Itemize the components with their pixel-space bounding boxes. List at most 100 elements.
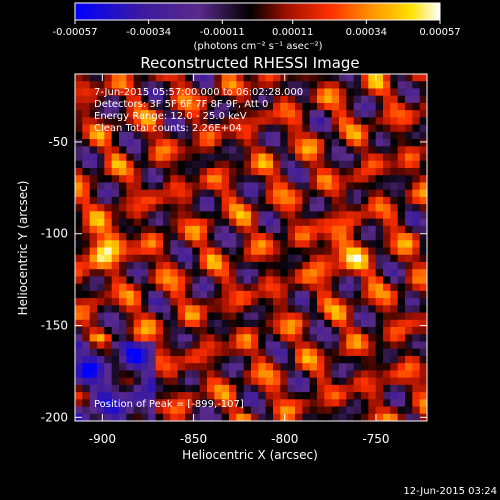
heatmap-cell	[368, 363, 377, 371]
heatmap-cell	[207, 88, 215, 97]
heatmap-cell	[309, 182, 318, 191]
heatmap-cell	[133, 334, 142, 342]
heatmap-cell	[221, 363, 230, 371]
heatmap-cell	[192, 413, 201, 422]
heatmap-cell	[361, 261, 369, 270]
heatmap-cell	[170, 319, 179, 328]
heatmap-cell	[324, 160, 333, 169]
heatmap-cell	[82, 261, 91, 270]
heatmap-cell	[390, 218, 399, 227]
heatmap-cell	[280, 399, 289, 407]
heatmap-cell	[141, 153, 149, 162]
heatmap-cell	[126, 276, 135, 285]
heatmap-cell	[185, 175, 193, 183]
heatmap-cell	[236, 225, 245, 234]
heatmap-cell	[280, 225, 289, 234]
heatmap-cell	[368, 392, 377, 400]
heatmap-cell	[82, 254, 91, 263]
heatmap-cell	[229, 254, 237, 263]
heatmap-cell	[419, 175, 428, 183]
heatmap-cell	[353, 240, 362, 248]
heatmap-cell	[163, 305, 171, 313]
heatmap-cell	[251, 204, 259, 212]
heatmap-cell	[207, 218, 215, 227]
heatmap-cell	[199, 384, 208, 393]
heatmap-cell	[273, 384, 281, 393]
heatmap-cell	[207, 261, 215, 270]
heatmap-cell	[324, 124, 333, 133]
heatmap-cell	[375, 247, 384, 256]
heatmap-cell	[273, 355, 281, 364]
heatmap-cell	[111, 124, 120, 133]
heatmap-cell	[397, 312, 406, 321]
heatmap-cell	[324, 355, 333, 364]
heatmap-cell	[419, 204, 428, 212]
heatmap-cell	[412, 124, 421, 133]
heatmap-cell	[280, 370, 289, 379]
heatmap-cell	[148, 327, 157, 335]
heatmap-cell	[339, 254, 347, 263]
heatmap-cell	[177, 204, 186, 212]
heatmap-cell	[419, 348, 428, 357]
heatmap-cell	[302, 225, 311, 234]
heatmap-cell	[265, 88, 274, 97]
heatmap-cell	[383, 204, 391, 212]
heatmap-cell	[170, 88, 179, 97]
heatmap-cell	[331, 247, 340, 256]
heatmap-cell	[375, 413, 384, 422]
heatmap-cell	[353, 153, 362, 162]
heatmap-cell	[214, 406, 223, 415]
heatmap-cell	[133, 124, 142, 133]
heatmap-cell	[185, 95, 193, 104]
heatmap-cell	[353, 384, 362, 393]
heatmap-cell	[353, 175, 362, 183]
heatmap-cell	[126, 247, 135, 256]
heatmap-cell	[383, 131, 391, 140]
heatmap-cell	[383, 341, 391, 350]
heatmap-cell	[89, 377, 98, 386]
heatmap-cell	[199, 175, 208, 183]
heatmap-cell	[75, 334, 83, 342]
heatmap-cell	[97, 110, 105, 118]
heatmap-cell	[133, 153, 142, 162]
y-tick-label: -150	[41, 319, 68, 333]
heatmap-cell	[390, 74, 399, 82]
heatmap-cell	[265, 327, 274, 335]
heatmap-cell	[339, 95, 347, 104]
heatmap-cell	[75, 319, 83, 328]
heatmap-cell	[75, 218, 83, 227]
heatmap-cell	[265, 399, 274, 407]
heatmap-cell	[163, 355, 171, 364]
heatmap-cell	[75, 247, 83, 256]
heatmap-cell	[324, 81, 333, 89]
heatmap-cell	[177, 283, 186, 292]
heatmap-cell	[111, 139, 120, 147]
heatmap-cell	[126, 254, 135, 263]
heatmap-cell	[317, 261, 325, 270]
heatmap-cell	[324, 413, 333, 422]
heatmap-cell	[265, 240, 274, 248]
heatmap-cell	[339, 261, 347, 270]
heatmap-cell	[251, 153, 259, 162]
colorbar-tick-label: 0.00057	[419, 27, 460, 38]
heatmap-cell	[302, 290, 311, 299]
heatmap-cell	[243, 377, 252, 386]
heatmap-cell	[295, 146, 303, 154]
heatmap-cell	[111, 131, 120, 140]
heatmap-cell	[309, 131, 318, 140]
heatmap-cell	[280, 131, 289, 140]
colorbar-tick-label: 0.00011	[272, 27, 313, 38]
heatmap-cell	[419, 247, 428, 256]
heatmap-cell	[82, 276, 91, 285]
heatmap-cell	[111, 348, 120, 357]
heatmap-cell	[302, 182, 311, 191]
heatmap-cell	[273, 327, 281, 335]
heatmap-cell	[229, 218, 237, 227]
heatmap-cell	[243, 247, 252, 256]
heatmap-cell	[97, 196, 105, 205]
heatmap-cell	[243, 146, 252, 154]
heatmap-cell	[163, 160, 171, 169]
heatmap-cell	[258, 204, 267, 212]
heatmap-cell	[148, 341, 157, 350]
heatmap-cell	[317, 117, 325, 126]
